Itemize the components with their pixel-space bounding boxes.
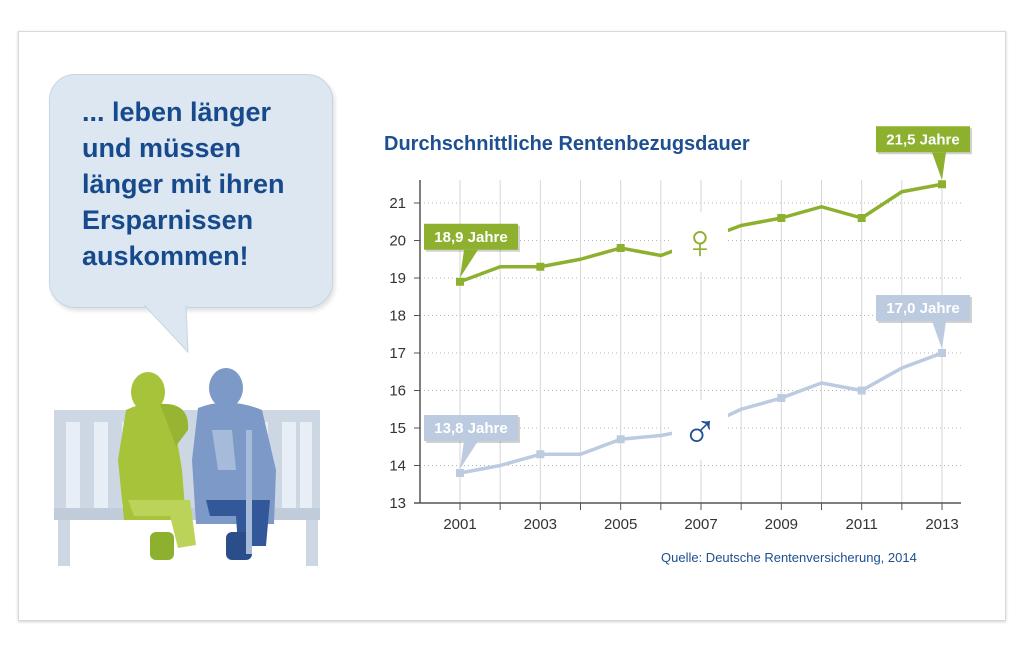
callout-label: 13,8 Jahre <box>434 420 507 437</box>
callout-label: 18,9 Jahre <box>434 229 507 246</box>
symbol-halo <box>672 400 728 460</box>
chart-title: Durchschnittliche Rentenbezugsdauer <box>384 133 750 155</box>
chart-source: Quelle: Deutsche Rentenversicherung, 201… <box>661 550 917 565</box>
y-tick-label: 19 <box>389 270 406 287</box>
x-tick-label: 2009 <box>765 516 798 533</box>
data-point-female <box>456 277 464 286</box>
y-tick-label: 15 <box>389 420 406 437</box>
y-tick-label: 18 <box>389 308 406 325</box>
data-point-female <box>777 214 786 222</box>
speech-line: länger mit ihren <box>82 169 285 199</box>
data-point-female <box>857 214 866 222</box>
callout-box <box>876 295 970 321</box>
callout-label: 21,5 Jahre <box>886 131 959 148</box>
callout-pointer <box>460 441 478 469</box>
y-tick-label: 21 <box>389 195 406 212</box>
y-tick-label: 17 <box>389 345 406 362</box>
callout-box <box>424 415 518 441</box>
data-point-male <box>456 469 464 477</box>
callout-pointer <box>932 321 946 349</box>
x-tick-label: 2007 <box>684 516 717 533</box>
woman-figure-icon <box>118 372 196 560</box>
speech-bubble-text: ... leben länger und müssen länger mit i… <box>82 94 322 274</box>
symbol-halo <box>672 212 728 272</box>
callout-label: 17,0 Jahre <box>886 300 959 317</box>
x-tick-label: 2003 <box>524 516 557 533</box>
y-tick-label: 16 <box>389 383 406 400</box>
data-point-male <box>536 450 545 459</box>
speech-line: auskommen! <box>82 241 249 271</box>
data-point-male <box>857 386 866 395</box>
data-point-male <box>938 349 946 357</box>
y-tick-label: 14 <box>389 458 406 475</box>
data-point-female <box>938 180 946 189</box>
data-point-male <box>616 435 625 444</box>
speech-line: ... leben länger <box>82 97 272 127</box>
male-symbol-icon: ♂ <box>682 404 718 457</box>
speech-bubble <box>49 74 333 308</box>
data-point-female <box>616 244 625 252</box>
x-tick-label: 2005 <box>604 516 637 533</box>
callout-pointer <box>460 249 478 278</box>
x-tick-label: 2001 <box>443 516 476 533</box>
female-symbol-icon: ♀ <box>682 216 718 269</box>
man-figure-icon <box>192 368 276 560</box>
y-tick-label: 13 <box>389 495 406 512</box>
y-tick-label: 20 <box>389 233 406 250</box>
speech-line: und müssen <box>82 133 242 163</box>
speech-bubble-tail <box>143 304 189 354</box>
callout-box <box>876 126 970 153</box>
callout-pointer <box>932 152 946 181</box>
speech-line: Ersparnissen <box>82 205 254 235</box>
data-point-male <box>777 394 786 402</box>
data-point-female <box>536 262 545 271</box>
x-tick-label: 2013 <box>925 516 958 533</box>
x-tick-label: 2011 <box>846 516 878 533</box>
callout-box <box>424 223 518 250</box>
